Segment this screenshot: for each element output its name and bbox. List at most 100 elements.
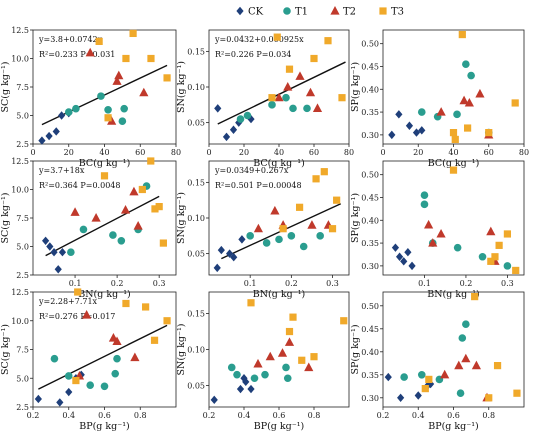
point-t3 (487, 257, 495, 265)
point-ck (247, 384, 255, 394)
plot-frame (208, 291, 350, 408)
point-ck (45, 131, 53, 141)
point-t1 (275, 235, 283, 244)
point-ck (405, 121, 414, 130)
y-tick-label: 0.15 (187, 47, 205, 56)
regression-stats: R²=0.364 P=0.0048 (39, 181, 120, 190)
point-t1 (243, 111, 252, 120)
point-t2 (312, 103, 323, 112)
point-t3 (512, 266, 520, 275)
panel-1-3: 0 20 40 60 80 0.30 0.35 0.40 0.45 0.50 BC(g kg⁻¹) S… (350, 29, 529, 169)
y-tick-label: 0.15 (187, 178, 205, 187)
x-tick-label: 0.2 (377, 411, 390, 420)
x-tick-label: 0.4 (412, 411, 425, 420)
panel-3-2: 0.2 0.4 0.6 0.8 0.05 0.10 0.15 BP(g kg⁻¹) SN(g k… (176, 291, 350, 432)
y-tick-label: 10.0 (11, 55, 29, 64)
y-tick-label: 12.5 (11, 157, 29, 166)
x-tick-label: 0 (206, 148, 211, 157)
y-tick-label: 10.0 (11, 317, 29, 326)
point-t3 (449, 129, 458, 137)
plot-frame (382, 160, 525, 276)
point-t2 (436, 107, 446, 116)
point-t1 (117, 237, 126, 245)
point-ck (56, 398, 64, 407)
y-axis-label: SN(g kg⁻¹) (176, 192, 187, 244)
legend-label-t2: T2 (343, 7, 356, 18)
point-ck (42, 236, 50, 245)
y-tick-label: 7.5 (16, 346, 29, 355)
point-t3 (485, 394, 493, 402)
y-tick-label: 0.30 (361, 262, 379, 271)
y-tick-label: 7.5 (16, 83, 29, 92)
point-t2 (265, 351, 275, 361)
y-tick-label: 0.05 (187, 250, 205, 259)
y-axis-label: SP(g kg⁻¹) (350, 193, 361, 243)
x-tick-label: 60 (484, 148, 494, 157)
y-tick-label: 0.45 (361, 325, 379, 334)
point-t2 (82, 310, 92, 319)
point-t2 (139, 87, 149, 97)
x-axis-label: BN(g kg⁻¹) (78, 289, 130, 300)
y-tick-label: 0.45 (361, 193, 379, 202)
x-tick-label: 80 (344, 148, 354, 157)
y-tick-label: 0.10 (187, 83, 205, 92)
point-ck (210, 395, 218, 405)
y-tick-label: 0.50 (361, 40, 379, 49)
y-tick-label: 0.35 (361, 108, 379, 117)
x-tick-label: 0.3 (326, 279, 339, 288)
point-t1 (236, 115, 245, 123)
point-t3 (100, 172, 109, 180)
x-tick-label: 40 (274, 148, 284, 157)
x-tick-label: 80 (171, 148, 181, 157)
panel-2-2: 0.1 0.2 0.3 0.05 0.10 0.15 BN(g kg⁻¹) SN(g kg⁻¹… (176, 160, 350, 300)
x-tick-label: 20 (413, 148, 423, 157)
point-ck (54, 265, 62, 274)
x-tick-label: 40 (99, 148, 109, 157)
point-t3 (104, 114, 112, 122)
point-t1 (299, 242, 308, 251)
point-t1 (478, 252, 487, 261)
legend-label-ck: CK (248, 7, 264, 18)
point-t2 (112, 76, 122, 85)
point-ck (34, 394, 42, 404)
point-t1 (100, 382, 109, 391)
regression-equation: y=0.0432+0.000925x (214, 35, 304, 44)
point-t3 (147, 157, 155, 165)
point-t3 (310, 54, 318, 63)
x-axis-label: BC(g kg⁻¹) (428, 158, 480, 169)
x-axis-label: BC(g kg⁻¹) (253, 158, 305, 169)
point-t1 (120, 104, 128, 113)
y-tick-label: 12.5 (11, 26, 29, 35)
point-ck (213, 263, 221, 273)
plot-frame (32, 29, 177, 145)
point-t1 (289, 104, 297, 113)
point-t2 (307, 220, 317, 229)
y-tick-label: 0.35 (361, 239, 379, 248)
point-t1 (250, 374, 259, 383)
point-t3 (295, 203, 304, 211)
point-t3 (491, 253, 499, 261)
y-axis-label: SN(g kg⁻¹) (176, 61, 187, 113)
x-axis-label: BC(g kg⁻¹) (79, 158, 131, 169)
x-tick-label: 0 (30, 148, 35, 157)
point-t3 (273, 33, 281, 41)
legend-label-t3: T3 (391, 7, 404, 18)
point-t1 (104, 106, 112, 114)
point-t1 (503, 262, 512, 270)
legend: CK T1 T2 T3 (236, 6, 404, 18)
y-tick-label: 0.50 (361, 171, 379, 180)
x-tick-label: 0.4 (238, 411, 251, 420)
y-tick-label: 0.05 (187, 119, 205, 128)
panel-1-1: 0 20 40 60 80 2.5 5.0 7.5 10.0 12.5 BC(g kg⁻¹) SC(g… (0, 26, 181, 169)
legend-marker-t3 (379, 7, 387, 15)
x-axis-label: BP(g kg⁻¹) (254, 421, 305, 432)
point-t2 (284, 337, 295, 346)
point-ck (408, 261, 416, 271)
plot-frame (208, 29, 350, 145)
x-tick-label: 0.1 (418, 279, 431, 288)
regression-line (45, 195, 160, 257)
point-t3 (151, 205, 159, 213)
y-tick-label: 0.40 (361, 216, 379, 225)
point-t1 (462, 320, 470, 329)
panel-2-3: 0.1 0.2 0.3 0.30 0.35 0.40 0.45 0.50 BN(g kg⁻¹) S… (350, 160, 525, 300)
